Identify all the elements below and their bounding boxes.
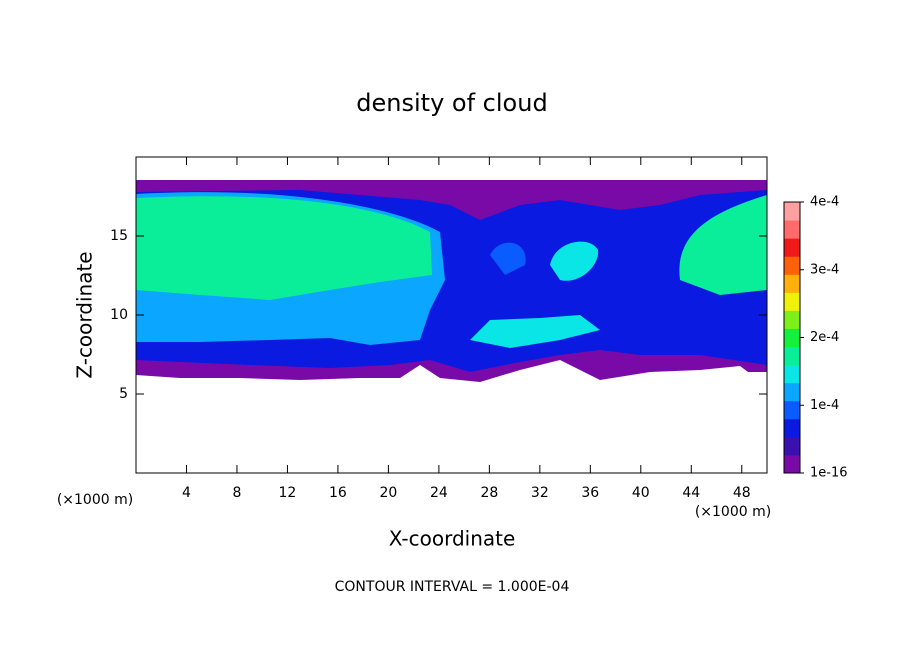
x-tick-label: 28 [480,485,498,501]
x-tick-label: 16 [329,485,347,501]
colorbar-swatch [784,202,800,221]
x-tick-label: 20 [379,485,397,501]
colorbar-swatch [784,238,800,257]
colorbar-tick-label: 4e-4 [810,195,839,210]
chart-title: density of cloud [356,89,547,117]
x-tick-label: 8 [232,485,241,501]
field [136,157,767,382]
colorbar-swatch [784,418,800,438]
cloud-region [136,196,432,300]
x-tick-label: 12 [279,485,297,501]
colorbar-swatch [784,256,800,275]
y-tick-label: 15 [110,228,128,244]
colorbar-swatch [784,274,800,293]
cloud-region [490,242,526,275]
x-tick-label: 4 [182,485,191,501]
empty-region [136,157,767,180]
x-tick-label: 32 [531,485,549,501]
x-tick-label: 24 [430,485,448,501]
colorbar-swatch [784,328,800,348]
annotation: CONTOUR INTERVAL = 1.000E-04 [335,579,570,595]
x-tick-label: 48 [733,485,751,501]
colorbar-tick-label: 1e-16 [810,466,848,481]
cloud-region [679,195,767,295]
y-axis-label: Z-coordinate [73,251,97,378]
colorbar-swatch [784,292,800,311]
colorbar-swatch [784,436,800,456]
colorbar-swatch [784,220,800,239]
x-axis-label: X-coordinate [389,527,516,551]
colorbar-swatch [784,346,800,366]
y-tick-label: 5 [119,386,128,402]
x-unit: (×1000 m) [57,492,133,508]
cloud-region [470,315,600,348]
colorbar-swatch [784,382,800,402]
x-unit: (×1000 m) [695,504,771,520]
colorbar-swatch [784,364,800,384]
colorbar-swatch [784,400,800,420]
y-tick-label: 10 [110,307,128,323]
x-tick-label: 44 [682,485,700,501]
colorbar-swatch [784,310,800,329]
cloud-region [550,241,599,281]
colorbar-tick-label: 2e-4 [810,330,839,345]
colorbar-swatch [784,454,800,474]
x-tick-label: 40 [632,485,650,501]
colorbar-tick-label: 1e-4 [810,398,839,413]
x-tick-label: 36 [581,485,599,501]
colorbar-tick-label: 3e-4 [810,262,839,277]
